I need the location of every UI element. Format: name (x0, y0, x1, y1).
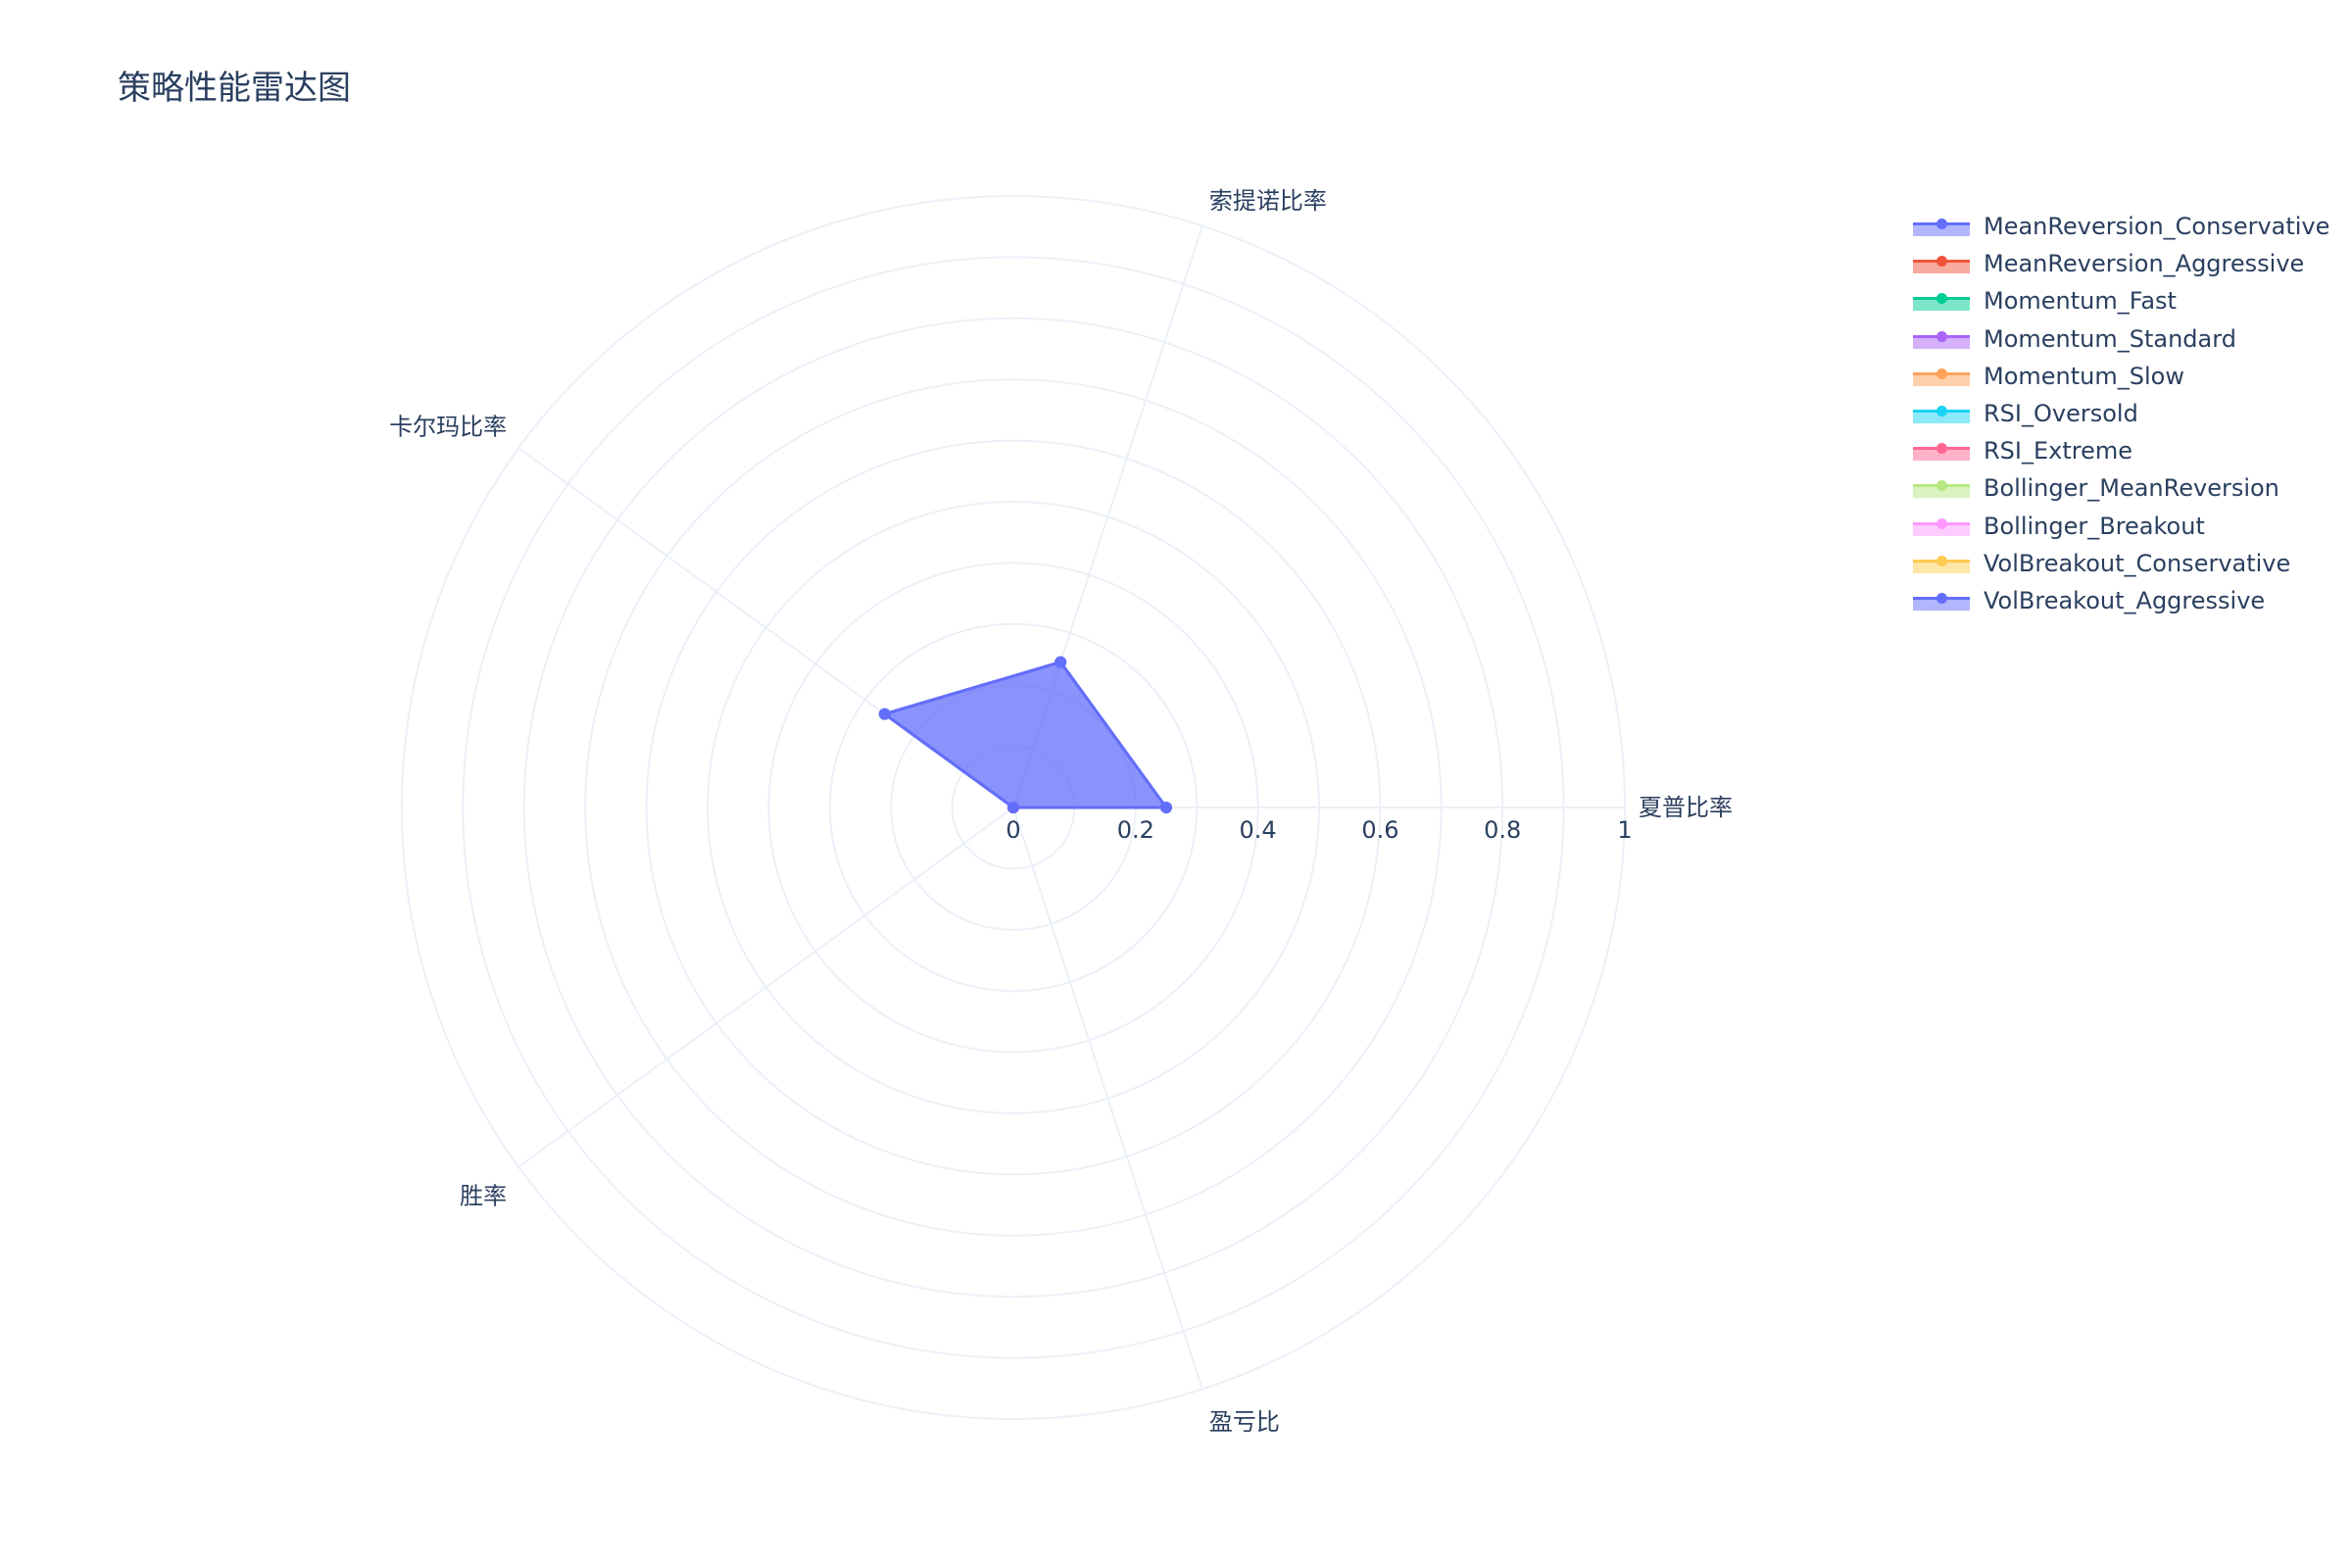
radial-tick-label: 0.2 (1117, 816, 1154, 844)
series-layer (878, 656, 1172, 813)
legend-item[interactable]: MeanReversion_Conservative (1911, 208, 2329, 245)
legend-label: VolBreakout_Conservative (1984, 549, 2291, 577)
legend-label: MeanReversion_Conservative (1984, 213, 2330, 241)
legend-item[interactable]: VolBreakout_Aggressive (1911, 582, 2329, 619)
legend-label: Bollinger_Breakout (1984, 512, 2205, 540)
axis-spoke (1012, 807, 1203, 1390)
data-point[interactable] (1160, 802, 1172, 813)
legend-label: Momentum_Standard (1984, 324, 2236, 353)
axis-label: 索提诺比率 (1209, 187, 1327, 215)
radial-tick-label: 0.8 (1484, 816, 1521, 844)
axis-label: 卡尔玛比率 (389, 413, 507, 440)
legend-item[interactable]: Momentum_Fast (1911, 282, 2329, 319)
legend-swatch-icon (1911, 253, 1972, 274)
legend-swatch-icon (1911, 553, 1972, 574)
radial-tick-label: 0 (1005, 816, 1020, 844)
legend-swatch-icon (1911, 477, 1972, 499)
legend-item[interactable]: Bollinger_MeanReversion (1911, 469, 2329, 507)
legend-item[interactable]: RSI_Oversold (1911, 395, 2329, 432)
legend-label: Bollinger_MeanReversion (1984, 474, 2279, 503)
radial-tick-label: 0.6 (1361, 816, 1398, 844)
series-area (883, 661, 1168, 809)
data-point[interactable] (1054, 656, 1067, 668)
legend: MeanReversion_Conservative MeanReversion_… (1911, 208, 2329, 619)
axis-label: 胜率 (460, 1183, 507, 1210)
legend-label: VolBreakout_Aggressive (1984, 586, 2266, 614)
legend-item[interactable]: RSI_Extreme (1911, 432, 2329, 469)
legend-swatch-icon (1911, 440, 1972, 462)
legend-swatch-icon (1911, 515, 1972, 537)
axis-spoke (517, 807, 1014, 1168)
radial-ticks: 0 0.2 0.4 0.6 0.8 1 (1005, 816, 1632, 844)
axis-label: 夏普比率 (1639, 794, 1733, 821)
legend-swatch-icon (1911, 403, 1972, 424)
legend-swatch-icon (1911, 328, 1972, 350)
radial-tick-label: 0.4 (1240, 816, 1277, 844)
legend-swatch-icon (1911, 216, 1972, 237)
legend-label: MeanReversion_Aggressive (1984, 250, 2305, 278)
legend-item[interactable]: Momentum_Slow (1911, 358, 2329, 395)
legend-label: Momentum_Slow (1984, 362, 2184, 390)
legend-label: RSI_Extreme (1984, 437, 2133, 466)
legend-item[interactable]: MeanReversion_Aggressive (1911, 245, 2329, 282)
legend-swatch-icon (1911, 290, 1972, 312)
legend-swatch-icon (1911, 590, 1972, 612)
legend-label: Momentum_Fast (1984, 287, 2177, 316)
data-point[interactable] (1007, 802, 1019, 813)
legend-item[interactable]: VolBreakout_Conservative (1911, 545, 2329, 582)
series-VolBreakout_Aggressive[interactable] (878, 656, 1172, 813)
legend-swatch-icon (1911, 366, 1972, 387)
data-point[interactable] (878, 708, 891, 720)
axis-label: 盈亏比 (1209, 1408, 1280, 1436)
radial-tick-label: 1 (1617, 816, 1632, 844)
legend-label: RSI_Oversold (1984, 400, 2138, 428)
chart-title: 策略性能雷达图 (118, 69, 351, 108)
legend-item[interactable]: Momentum_Standard (1911, 320, 2329, 358)
legend-item[interactable]: Bollinger_Breakout (1911, 508, 2329, 545)
